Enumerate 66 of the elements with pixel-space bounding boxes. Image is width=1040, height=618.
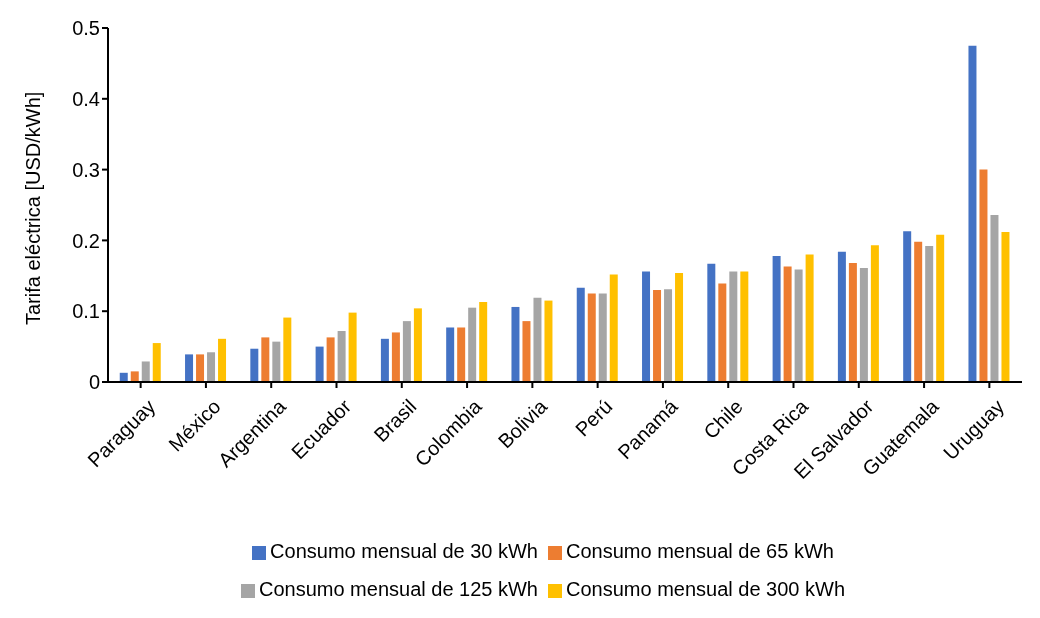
bar: [837, 251, 846, 382]
bar: [848, 263, 857, 382]
bar: [402, 321, 411, 382]
bar: [914, 241, 923, 382]
bar: [870, 245, 879, 382]
bar: [283, 317, 292, 382]
legend-label: Consumo mensual de 125 kWh: [258, 578, 538, 600]
bar: [152, 343, 161, 382]
bar: [326, 337, 335, 382]
bar: [196, 354, 205, 382]
bar: [1001, 231, 1010, 382]
bar: [457, 327, 466, 382]
bar: [337, 331, 346, 382]
bar: [740, 271, 749, 382]
y-tick-label: 0.3: [72, 158, 100, 181]
bar: [718, 283, 727, 382]
legend-label: Consumo mensual de 30 kWh: [270, 540, 538, 562]
bar: [261, 337, 270, 382]
bar: [130, 371, 139, 382]
bar: [185, 354, 194, 382]
bar: [664, 289, 673, 382]
bar: [903, 231, 912, 382]
bar: [522, 321, 531, 382]
bar: [468, 307, 477, 382]
y-tick-label: 0.1: [72, 300, 100, 323]
bar: [653, 289, 662, 382]
bar: [511, 306, 520, 382]
y-axis-title: Tarifa eléctrica [USD/kWh]: [22, 91, 45, 325]
y-tick-label: 0.2: [72, 229, 100, 252]
bar: [380, 338, 389, 382]
bar: [544, 300, 553, 382]
bar: [576, 287, 585, 382]
bar: [533, 297, 542, 382]
bar: [391, 332, 400, 382]
bar: [936, 234, 945, 382]
bar: [675, 272, 684, 382]
y-tick-label: 0.5: [72, 17, 100, 40]
bar: [609, 274, 618, 382]
bar: [772, 255, 781, 382]
bar: [729, 271, 738, 382]
bar: [794, 269, 803, 382]
bar: [348, 312, 357, 382]
bar: [207, 352, 216, 382]
bar: [859, 268, 868, 382]
bar: [979, 169, 988, 382]
bar: [990, 214, 999, 382]
y-tick-label: 0: [88, 371, 100, 394]
bar: [642, 271, 651, 382]
y-tick-label: 0.4: [72, 87, 100, 110]
bar: [272, 341, 281, 382]
bar: [805, 254, 814, 382]
bar: [707, 263, 716, 382]
bar: [968, 45, 977, 382]
legend-label: Consumo mensual de 65 kWh: [566, 540, 834, 562]
bar: [218, 338, 227, 382]
legend-label: Consumo mensual de 300 kWh: [566, 578, 846, 600]
bar: [446, 327, 455, 382]
bar: [413, 308, 422, 382]
bar: [783, 266, 792, 382]
bar: [598, 293, 607, 382]
bar: [315, 346, 324, 382]
bar: [141, 361, 150, 382]
bar: [587, 293, 596, 382]
bar: [479, 302, 488, 382]
bar: [250, 348, 259, 382]
bar: [925, 246, 934, 382]
